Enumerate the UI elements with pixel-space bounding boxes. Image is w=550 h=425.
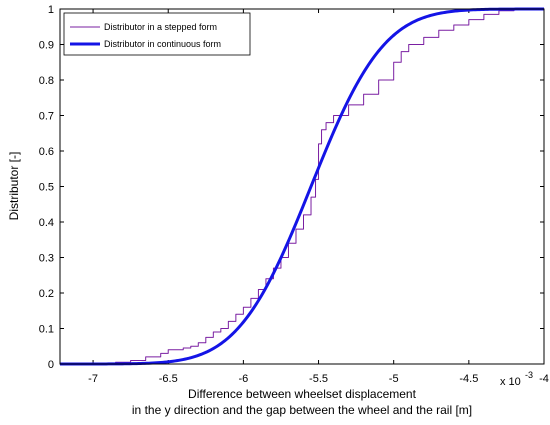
y-tick-label: 0.9 (39, 40, 54, 52)
x-scale-exponent: -3 (525, 370, 533, 380)
x-tick-label: -7 (88, 373, 98, 385)
x-tick-label: -5.5 (309, 373, 328, 385)
series-line-stepped (60, 8, 544, 365)
x-tick-label: -6.5 (159, 373, 178, 385)
y-tick-label: 0.1 (39, 324, 54, 336)
plot-area (60, 9, 544, 364)
y-tick-label: 0 (48, 359, 54, 371)
x-axis-label-line2: in the y direction and the gap between t… (132, 403, 472, 417)
y-tick-label: 0.4 (39, 217, 54, 229)
y-tick-label: 1 (48, 4, 54, 16)
y-tick-label: 0.2 (39, 288, 54, 300)
y-tick-label: 0.8 (39, 75, 54, 87)
x-tick-label: -4.5 (459, 373, 478, 385)
x-axis-label-line1: Difference between wheelset displacement (188, 387, 417, 401)
axis-ticks: -7 -6.5 -6 -5.5 -5 -4.5 -4 0 0.1 0.2 0.3 0.4 0.5 0.6 0… (39, 4, 549, 385)
y-tick-label: 0.3 (39, 253, 54, 265)
y-axis-label: Distributor [-] (7, 152, 21, 221)
x-tick-label: -5 (389, 373, 399, 385)
x-scale-label: x 10 (500, 376, 521, 388)
legend: Distributor in a stepped form Distributo… (63, 12, 251, 56)
legend-box (63, 12, 251, 56)
y-tick-label: 0.5 (39, 182, 54, 194)
legend-label-continuous: Distributor in continuous form (104, 39, 221, 49)
plot-frame (59, 8, 545, 365)
legend-label-stepped: Distributor in a stepped form (104, 22, 217, 32)
series-layer (60, 7, 544, 366)
y-tick-label: 0.7 (39, 111, 54, 123)
y-tick-label: 0.6 (39, 146, 54, 158)
x-tick-label: -4 (539, 373, 549, 385)
series-line-continuous (60, 7, 544, 366)
x-tick-label: -6 (238, 373, 248, 385)
